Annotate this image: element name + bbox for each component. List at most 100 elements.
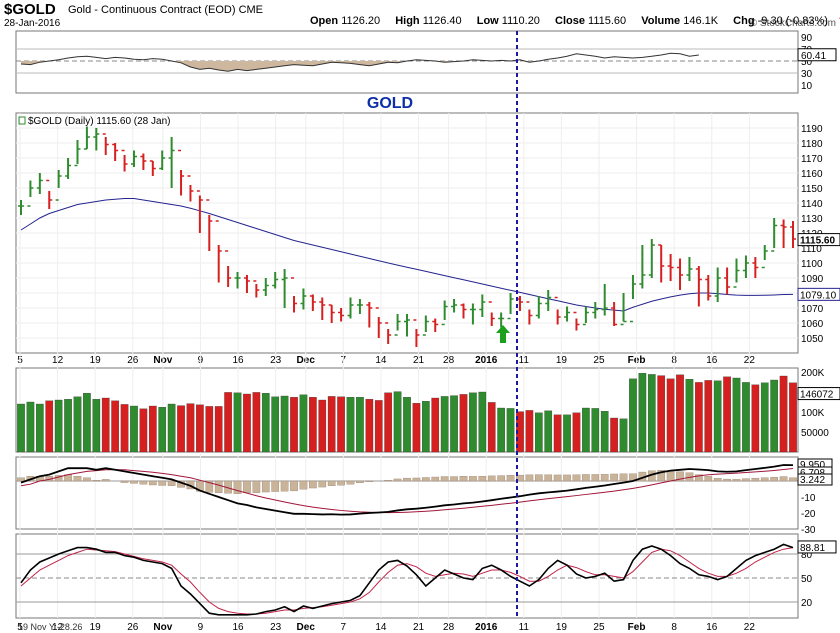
price-y-tick: 1150	[801, 184, 823, 195]
x-tick-label-bottom: 11	[519, 622, 530, 633]
macd-histogram-bar	[478, 476, 487, 482]
macd-histogram-bar	[600, 474, 609, 482]
ohlc-bar	[356, 299, 363, 314]
macd-histogram-bar	[544, 474, 553, 482]
volume-bar	[261, 393, 270, 453]
macd-histogram-bar	[553, 474, 562, 482]
volume-bar	[760, 382, 769, 453]
ohlc-bar	[479, 294, 486, 317]
macd-histogram-bar	[120, 480, 129, 483]
macd-histogram-bar	[469, 476, 477, 482]
volume-bar	[337, 396, 345, 453]
x-tick-label-bottom: 21	[413, 622, 425, 633]
macd-histogram-bar	[506, 475, 515, 482]
ohlc-bar	[771, 218, 778, 252]
volume-bar	[327, 396, 336, 453]
panel-frame	[15, 533, 799, 619]
ohlc-bar	[18, 200, 24, 215]
rsi-y-tick: 50	[801, 57, 813, 68]
rsi-y-tick: 90	[801, 33, 813, 44]
ohlc-bar	[639, 245, 646, 289]
macd-histogram-bar	[243, 480, 251, 493]
volume-bar	[73, 396, 82, 453]
volume-bar	[26, 401, 35, 453]
volume-value: 146.1K	[683, 15, 719, 27]
x-tick-label-bottom: 19	[90, 622, 102, 633]
panel-frame	[15, 30, 799, 94]
volume-bar	[374, 400, 383, 453]
ohlc-bar	[469, 303, 476, 325]
ohlc-bar	[149, 160, 156, 176]
low-value: 1110.20	[501, 15, 540, 27]
volume-bar	[789, 382, 797, 453]
ohlc-bar	[272, 272, 279, 289]
volume-bar	[111, 400, 119, 453]
macd-histogram-bar	[487, 475, 496, 482]
volume-bar	[64, 399, 72, 453]
chart-header: $GOLD Gold - Continuous Contract (EOD) C…	[0, 0, 840, 30]
macd-histogram-bar	[704, 476, 713, 482]
ohlc-bar	[658, 244, 665, 283]
macd-histogram-bar	[422, 477, 430, 482]
macd-histogram-bar	[346, 480, 355, 485]
ohlc-bar	[714, 267, 721, 302]
macd-y-tick: -10	[801, 493, 816, 504]
high-label: High	[395, 15, 420, 27]
macd-histogram-bar	[732, 479, 741, 482]
ohlc-bar	[178, 149, 185, 196]
symbol-description: Gold - Continuous Contract (EOD) CME	[68, 4, 264, 16]
moving-average-line	[20, 198, 794, 312]
macd-histogram-bar	[525, 474, 534, 482]
ohlc-bar	[432, 318, 439, 332]
macd-histogram-bar	[337, 480, 345, 486]
macd-histogram-bar	[17, 477, 25, 482]
volume-bar	[440, 396, 449, 453]
ohlc-bar	[83, 126, 90, 150]
ohlc-bar	[112, 143, 119, 161]
macd-histogram-bar	[384, 480, 392, 482]
volume-bar	[544, 410, 553, 453]
ohlc-bar	[36, 173, 43, 194]
macd-histogram-bar	[582, 474, 590, 482]
volume-bar	[36, 403, 44, 453]
ohlc-bar	[375, 307, 382, 338]
volume-bar	[610, 417, 618, 453]
volume-bar	[629, 378, 637, 453]
volume-bar	[657, 375, 666, 453]
volume-bar	[770, 379, 778, 453]
ohlc-bar	[243, 275, 250, 293]
macd-histogram-bar	[657, 470, 666, 482]
volume-bar	[365, 399, 374, 453]
volume-bar	[647, 374, 656, 453]
volume-bar	[779, 375, 788, 453]
price-y-tick: 1180	[801, 139, 823, 150]
ohlc-bar	[667, 254, 674, 281]
ohlc-bar	[573, 311, 580, 331]
macd-histogram-bar	[318, 480, 327, 488]
macd-histogram-bar	[534, 474, 543, 482]
volume-bar	[393, 391, 402, 453]
x-tick-label-bottom: 25	[593, 622, 605, 633]
x-tick-label-bottom: 2016	[475, 622, 498, 633]
macd-histogram-bar	[299, 480, 308, 490]
ohlc-bar	[733, 258, 740, 288]
volume-bar	[83, 393, 91, 453]
volume-bar	[422, 401, 430, 453]
rsi-line	[20, 52, 699, 72]
volume-bar	[384, 392, 392, 453]
volume-y-tick: 200K	[801, 368, 825, 379]
ohlc-bar	[648, 239, 655, 278]
macd-histogram-bar	[440, 476, 449, 482]
ohlc-bar	[554, 296, 561, 325]
ohlc-bar	[677, 258, 684, 290]
ohlc-bar	[309, 294, 316, 311]
volume-bar	[638, 373, 647, 453]
macd-signal-line	[20, 468, 794, 514]
ohlc-bar	[319, 297, 326, 320]
price-y-tick: 1170	[801, 154, 823, 165]
macd-histogram-bar	[393, 478, 402, 482]
volume-bar	[299, 394, 308, 453]
macd-histogram-bar	[309, 480, 317, 489]
x-tick-label-bottom: 16	[232, 622, 244, 633]
